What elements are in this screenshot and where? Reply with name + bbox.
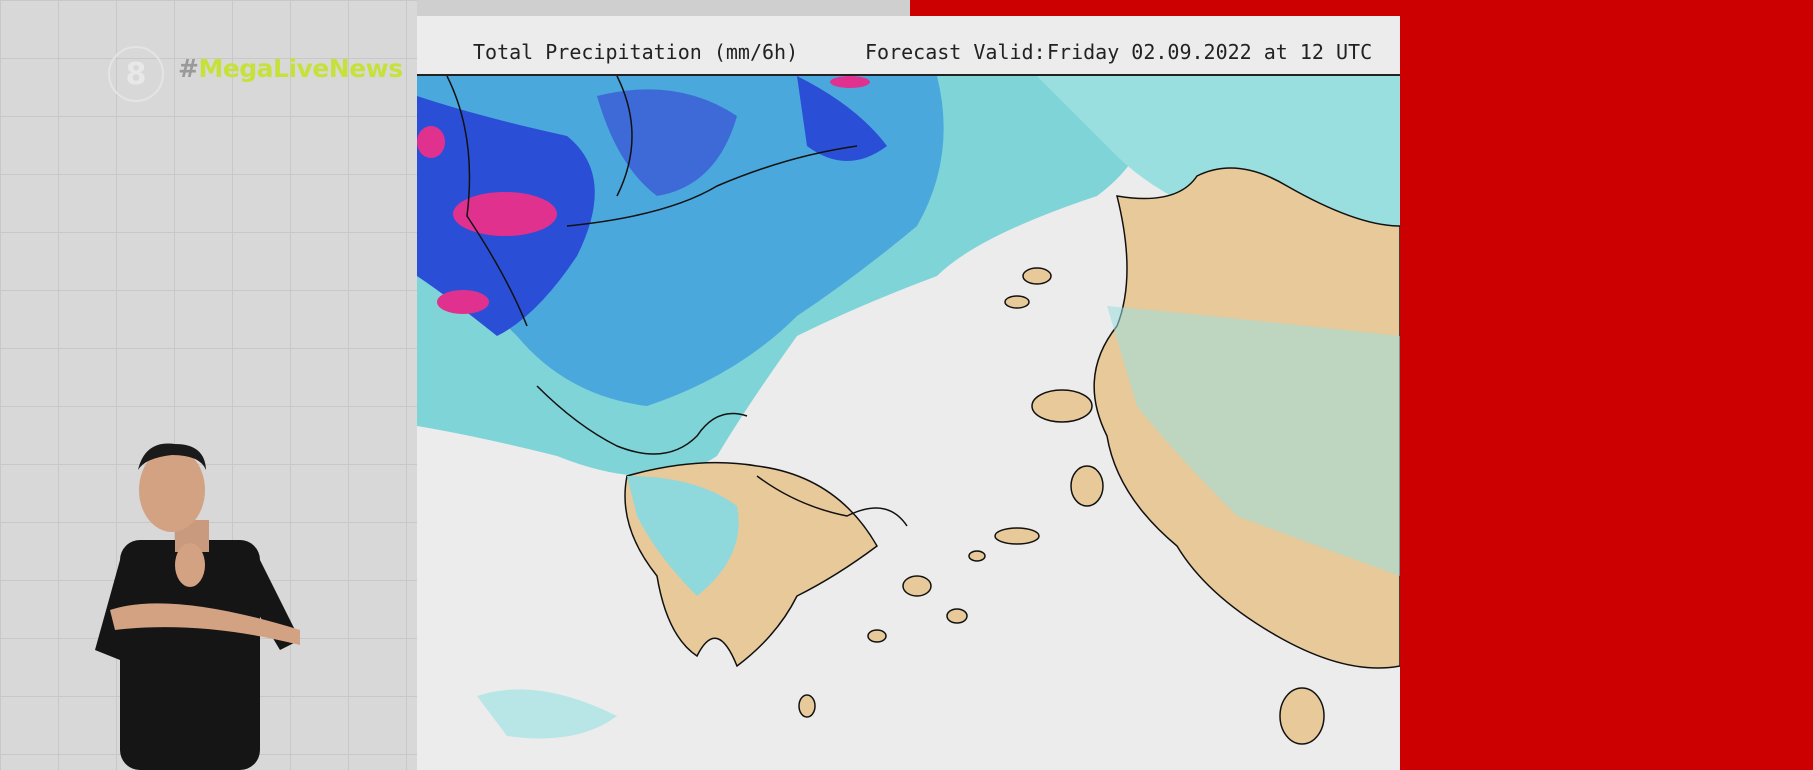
map-header: Total Precipitation (mm/6h) Forecast Val… (417, 16, 1400, 76)
hair (138, 443, 206, 470)
precip-heavy (797, 76, 887, 161)
precip-extreme (417, 126, 445, 158)
island (994, 527, 1040, 545)
sign-interpreter (95, 443, 300, 770)
channel-logo: 8 (108, 46, 164, 102)
precip-heavy (597, 89, 737, 196)
precip-light (627, 476, 739, 596)
head (139, 448, 205, 532)
precip-extreme (437, 290, 489, 314)
precip-light (1107, 306, 1400, 576)
weather-map-panel: Total Precipitation (mm/6h) Forecast Val… (417, 16, 1400, 770)
island-naxos (902, 575, 932, 597)
top-strip (417, 0, 910, 16)
island (867, 629, 887, 643)
border-line (446, 76, 858, 327)
coastline (536, 385, 908, 527)
island (968, 550, 986, 562)
hashtag-text: MegaLiveNews (198, 54, 403, 83)
island-lesvos (1031, 389, 1093, 423)
torso (120, 540, 260, 770)
valid-time: Friday 02.09.2022 at 12 UTC (1047, 40, 1373, 64)
island-chios (1070, 465, 1104, 507)
precip-extreme (453, 192, 557, 236)
island-lemnos (1022, 267, 1052, 285)
valid-label: Forecast Valid: (865, 40, 1046, 64)
precip-extreme (830, 76, 870, 88)
island-rhodes (1279, 687, 1325, 745)
island (1004, 295, 1030, 309)
hash-symbol: # (178, 54, 199, 83)
island (798, 694, 816, 718)
precipitation-map (417, 76, 1400, 770)
map-title: Total Precipitation (mm/6h) (473, 40, 799, 64)
red-screen (1400, 0, 1813, 770)
hands (110, 603, 300, 645)
island (946, 608, 968, 624)
hashtag: #MegaLiveNews (178, 54, 403, 83)
hand (175, 543, 205, 587)
precip-light (477, 689, 617, 739)
